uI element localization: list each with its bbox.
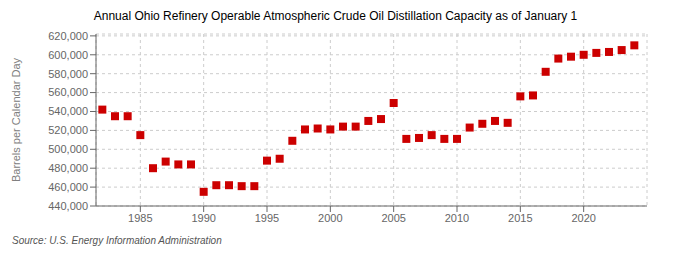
svg-text:500,000: 500,000 [48, 143, 88, 155]
svg-text:2010: 2010 [445, 212, 469, 224]
svg-text:1985: 1985 [128, 212, 152, 224]
svg-text:2020: 2020 [571, 212, 595, 224]
svg-text:1995: 1995 [255, 212, 279, 224]
svg-text:620,000: 620,000 [48, 30, 88, 42]
html-text:Annual Ohio Refinery Operable: Annual Ohio Refinery Operable Atmospheri… [93, 9, 578, 23]
svg-text:2000: 2000 [318, 212, 342, 224]
svg-text:560,000: 560,000 [48, 86, 88, 98]
html-text:Source: U.S. Energy Informatio: Source: U.S. Energy Information Administ… [12, 235, 222, 246]
svg-text:540,000: 540,000 [48, 105, 88, 117]
svg-text:580,000: 580,000 [48, 68, 88, 80]
svg-text:Barrels per Calendar Day: Barrels per Calendar Day [10, 57, 22, 182]
svg-text:1990: 1990 [191, 212, 215, 224]
svg-text:440,000: 440,000 [48, 200, 88, 212]
svg-text:600,000: 600,000 [48, 49, 88, 61]
svg-text:460,000: 460,000 [48, 181, 88, 193]
svg-text:520,000: 520,000 [48, 124, 88, 136]
svg-text:480,000: 480,000 [48, 162, 88, 174]
svg-text:2005: 2005 [381, 212, 405, 224]
svg-text:2015: 2015 [508, 212, 532, 224]
